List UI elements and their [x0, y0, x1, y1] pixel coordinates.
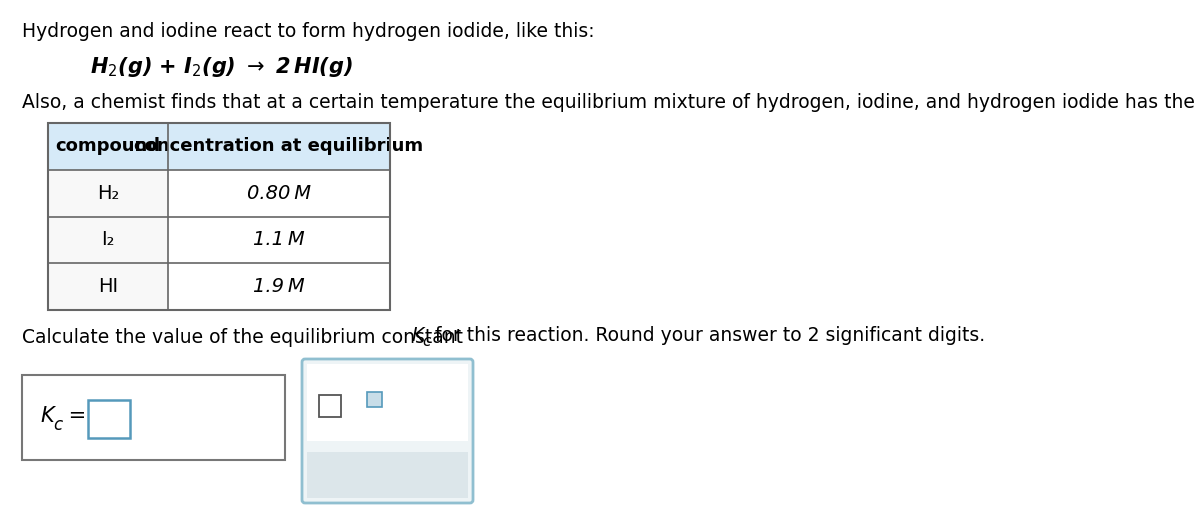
Text: 0.80 M: 0.80 M — [247, 184, 311, 203]
Text: 1.1 M: 1.1 M — [253, 230, 305, 250]
Text: I₂: I₂ — [101, 230, 115, 250]
Bar — [48, 123, 390, 310]
Text: compound: compound — [55, 137, 161, 155]
Text: H$_2$(g) + I$_2$(g) $\rightarrow$ 2$\,$HI(g): H$_2$(g) + I$_2$(g) $\rightarrow$ 2$\,$H… — [90, 55, 353, 79]
Text: =: = — [62, 405, 92, 426]
Text: c: c — [422, 334, 431, 349]
Bar — [319, 395, 341, 417]
Text: ×: × — [330, 464, 346, 484]
Text: K: K — [412, 326, 425, 345]
Bar — [307, 364, 468, 440]
Text: H₂: H₂ — [97, 184, 119, 203]
Text: c: c — [53, 417, 62, 435]
Text: x10: x10 — [346, 405, 367, 418]
Bar — [307, 452, 468, 498]
Text: ↺: ↺ — [379, 464, 396, 484]
Text: HI: HI — [98, 277, 118, 296]
Text: concentration at equilibrium: concentration at equilibrium — [134, 137, 424, 155]
Bar — [48, 170, 168, 217]
Text: 1.9 M: 1.9 M — [253, 277, 305, 296]
Text: Hydrogen and iodine react to form hydrogen iodide, like this:: Hydrogen and iodine react to form hydrog… — [22, 22, 595, 41]
Bar — [168, 170, 390, 217]
Text: K: K — [40, 405, 54, 426]
Bar — [88, 400, 130, 437]
Bar — [168, 263, 390, 310]
Bar — [367, 392, 382, 408]
FancyBboxPatch shape — [302, 359, 473, 503]
Text: ?: ? — [432, 464, 442, 484]
Text: for this reaction. Round your answer to 2 significant digits.: for this reaction. Round your answer to … — [430, 326, 985, 345]
Bar — [48, 123, 390, 170]
Bar — [22, 375, 286, 460]
Text: Calculate the value of the equilibrium constant: Calculate the value of the equilibrium c… — [22, 328, 469, 347]
Text: Also, a chemist finds that at a certain temperature the equilibrium mixture of h: Also, a chemist finds that at a certain … — [22, 93, 1200, 112]
Bar — [48, 263, 168, 310]
Bar — [48, 217, 168, 263]
Bar — [168, 217, 390, 263]
